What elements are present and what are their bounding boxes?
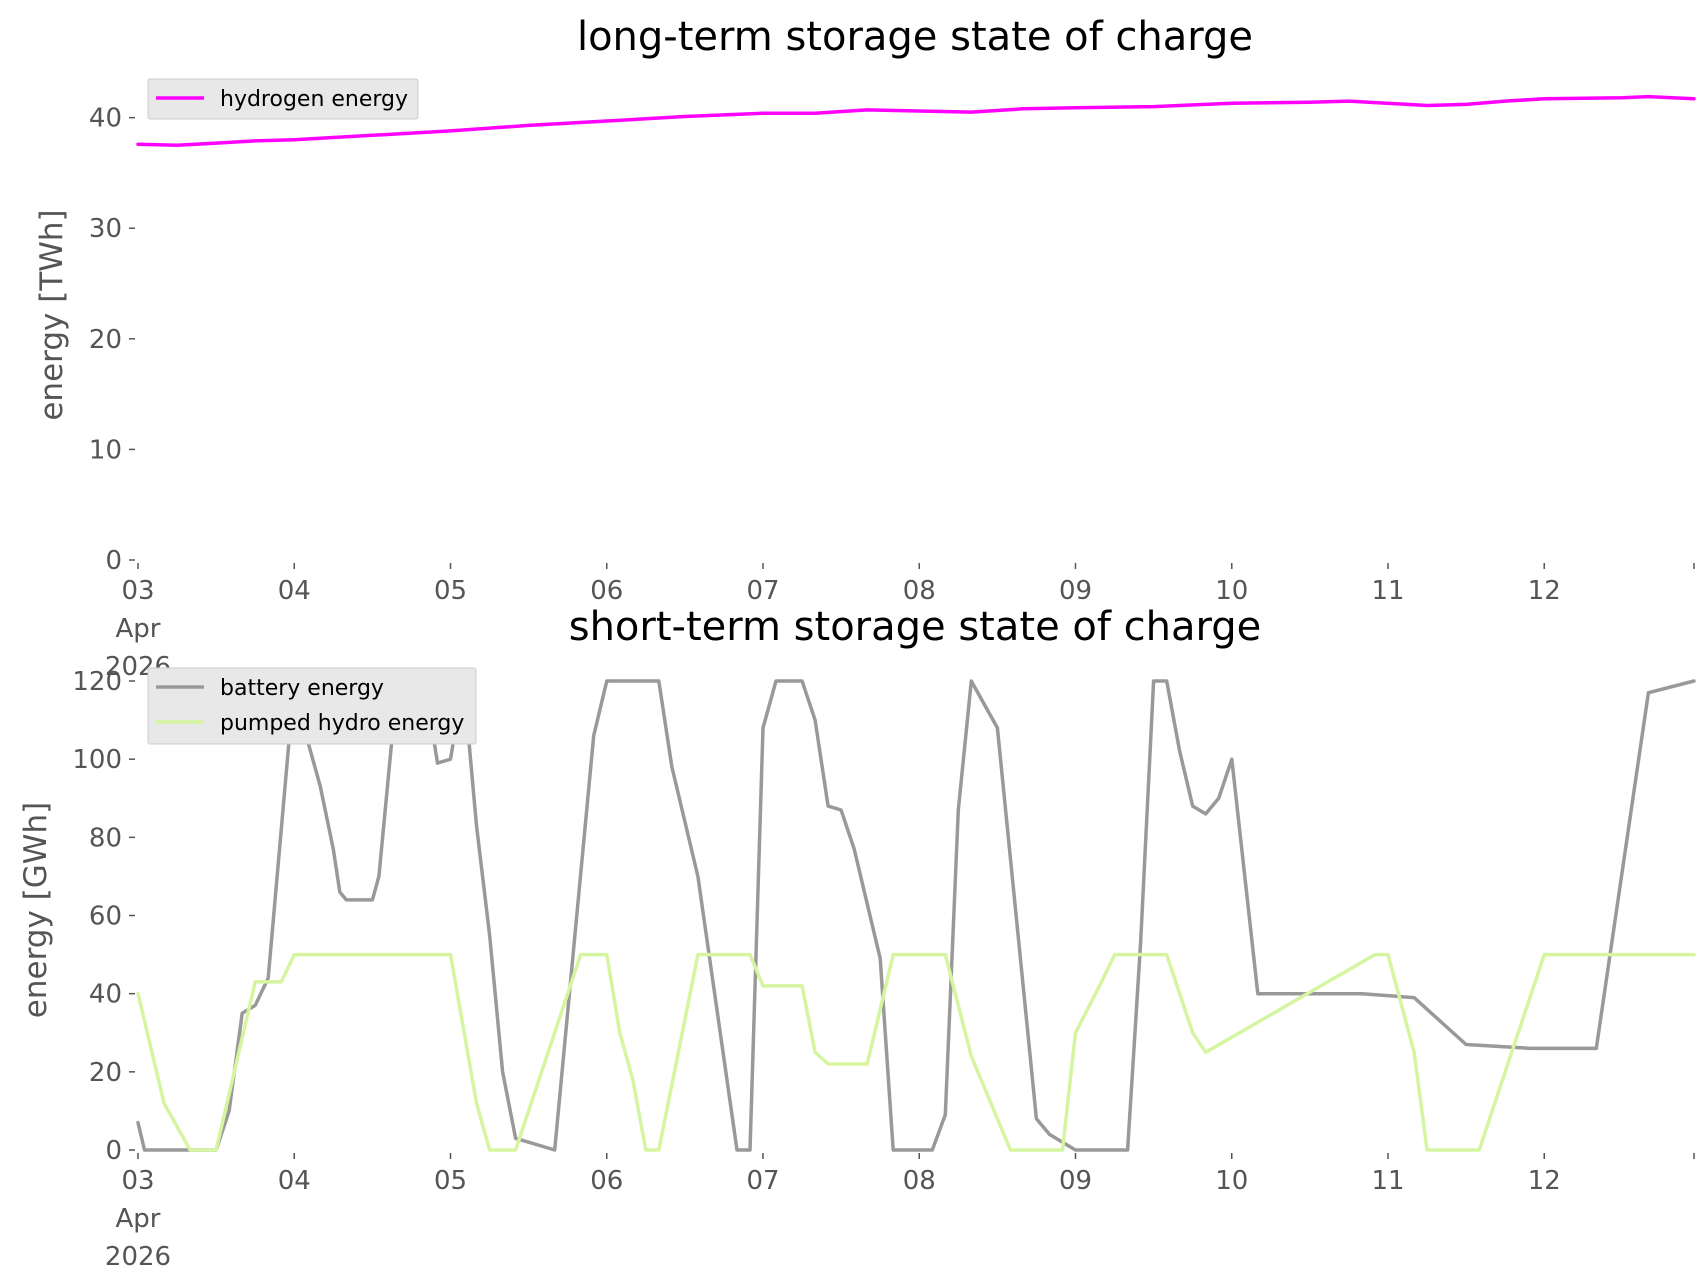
long-term-chart-title: long-term storage state of charge bbox=[577, 14, 1253, 60]
x-tick-label: 11 bbox=[1371, 576, 1404, 606]
x-tick-label: 09 bbox=[1059, 576, 1092, 606]
x-tick-label: 06 bbox=[590, 576, 623, 606]
long-term-chart: long-term storage state of charge energy… bbox=[34, 14, 1696, 682]
series-line-hydrogen-energy bbox=[136, 94, 1696, 148]
y-tick-label: 10 bbox=[89, 435, 122, 465]
x-tick-label: 08 bbox=[903, 1166, 936, 1196]
x-tick-label: 07 bbox=[746, 1166, 779, 1196]
y-tick-label: 20 bbox=[89, 1058, 122, 1088]
x-tick-label: Apr bbox=[116, 614, 161, 644]
y-tick-label: 0 bbox=[105, 1136, 122, 1166]
y-tick-label: 60 bbox=[89, 902, 122, 932]
short-term-y-axis-label: energy [GWh] bbox=[18, 802, 54, 1018]
y-tick-label: 40 bbox=[89, 104, 122, 134]
short-term-legend: battery energy pumped hydro energy bbox=[147, 667, 477, 745]
y-tick-label: 100 bbox=[72, 745, 122, 775]
legend-label-battery-energy: battery energy bbox=[220, 676, 384, 701]
legend-label-pumped-hydro-energy: pumped hydro energy bbox=[220, 711, 464, 736]
x-tick-label: 12 bbox=[1528, 576, 1561, 606]
x-tick-label: Apr bbox=[116, 1204, 161, 1234]
short-term-chart: short-term storage state of charge energ… bbox=[18, 604, 1696, 1272]
x-tick-label: 05 bbox=[434, 1166, 467, 1196]
x-tick-label: 12 bbox=[1528, 1166, 1561, 1196]
y-tick-label: 80 bbox=[89, 823, 122, 853]
x-tick-label: 03 bbox=[121, 576, 154, 606]
x-tick-label: 10 bbox=[1215, 1166, 1248, 1196]
y-tick-label: 40 bbox=[89, 980, 122, 1010]
x-tick-label: 2026 bbox=[105, 1242, 171, 1272]
x-tick-label: 04 bbox=[278, 1166, 311, 1196]
long-term-series bbox=[136, 94, 1696, 148]
short-term-y-ticks: 0 20 40 60 80 100 120 bbox=[72, 667, 135, 1166]
series-line-pumped-hydro-energy bbox=[136, 952, 1696, 1152]
short-term-legend-box bbox=[147, 667, 477, 745]
long-term-y-ticks: 0 10 20 30 40 bbox=[89, 104, 135, 576]
short-term-x-ticks: 03 Apr 2026 04 05 06 07 08 09 10 11 12 bbox=[105, 1153, 1695, 1272]
series-line-battery-energy bbox=[136, 679, 1696, 1152]
x-tick-label: 07 bbox=[746, 576, 779, 606]
long-term-legend-box bbox=[147, 78, 419, 120]
short-term-chart-title: short-term storage state of charge bbox=[569, 604, 1262, 650]
long-term-legend: hydrogen energy bbox=[147, 78, 419, 120]
x-tick-label: 11 bbox=[1371, 1166, 1404, 1196]
x-tick-label: 08 bbox=[903, 576, 936, 606]
x-tick-label: 09 bbox=[1059, 1166, 1092, 1196]
long-term-y-axis-label: energy [TWh] bbox=[34, 209, 70, 420]
short-term-series bbox=[136, 679, 1696, 1152]
y-tick-label: 20 bbox=[89, 325, 122, 355]
x-tick-label: 03 bbox=[121, 1166, 154, 1196]
x-tick-label: 05 bbox=[434, 576, 467, 606]
x-tick-label: 06 bbox=[590, 1166, 623, 1196]
x-tick-label: 04 bbox=[278, 576, 311, 606]
y-tick-label: 0 bbox=[105, 546, 122, 576]
x-tick-label: 10 bbox=[1215, 576, 1248, 606]
legend-label-hydrogen-energy: hydrogen energy bbox=[220, 87, 408, 112]
y-tick-label: 120 bbox=[72, 667, 122, 697]
y-tick-label: 30 bbox=[89, 214, 122, 244]
